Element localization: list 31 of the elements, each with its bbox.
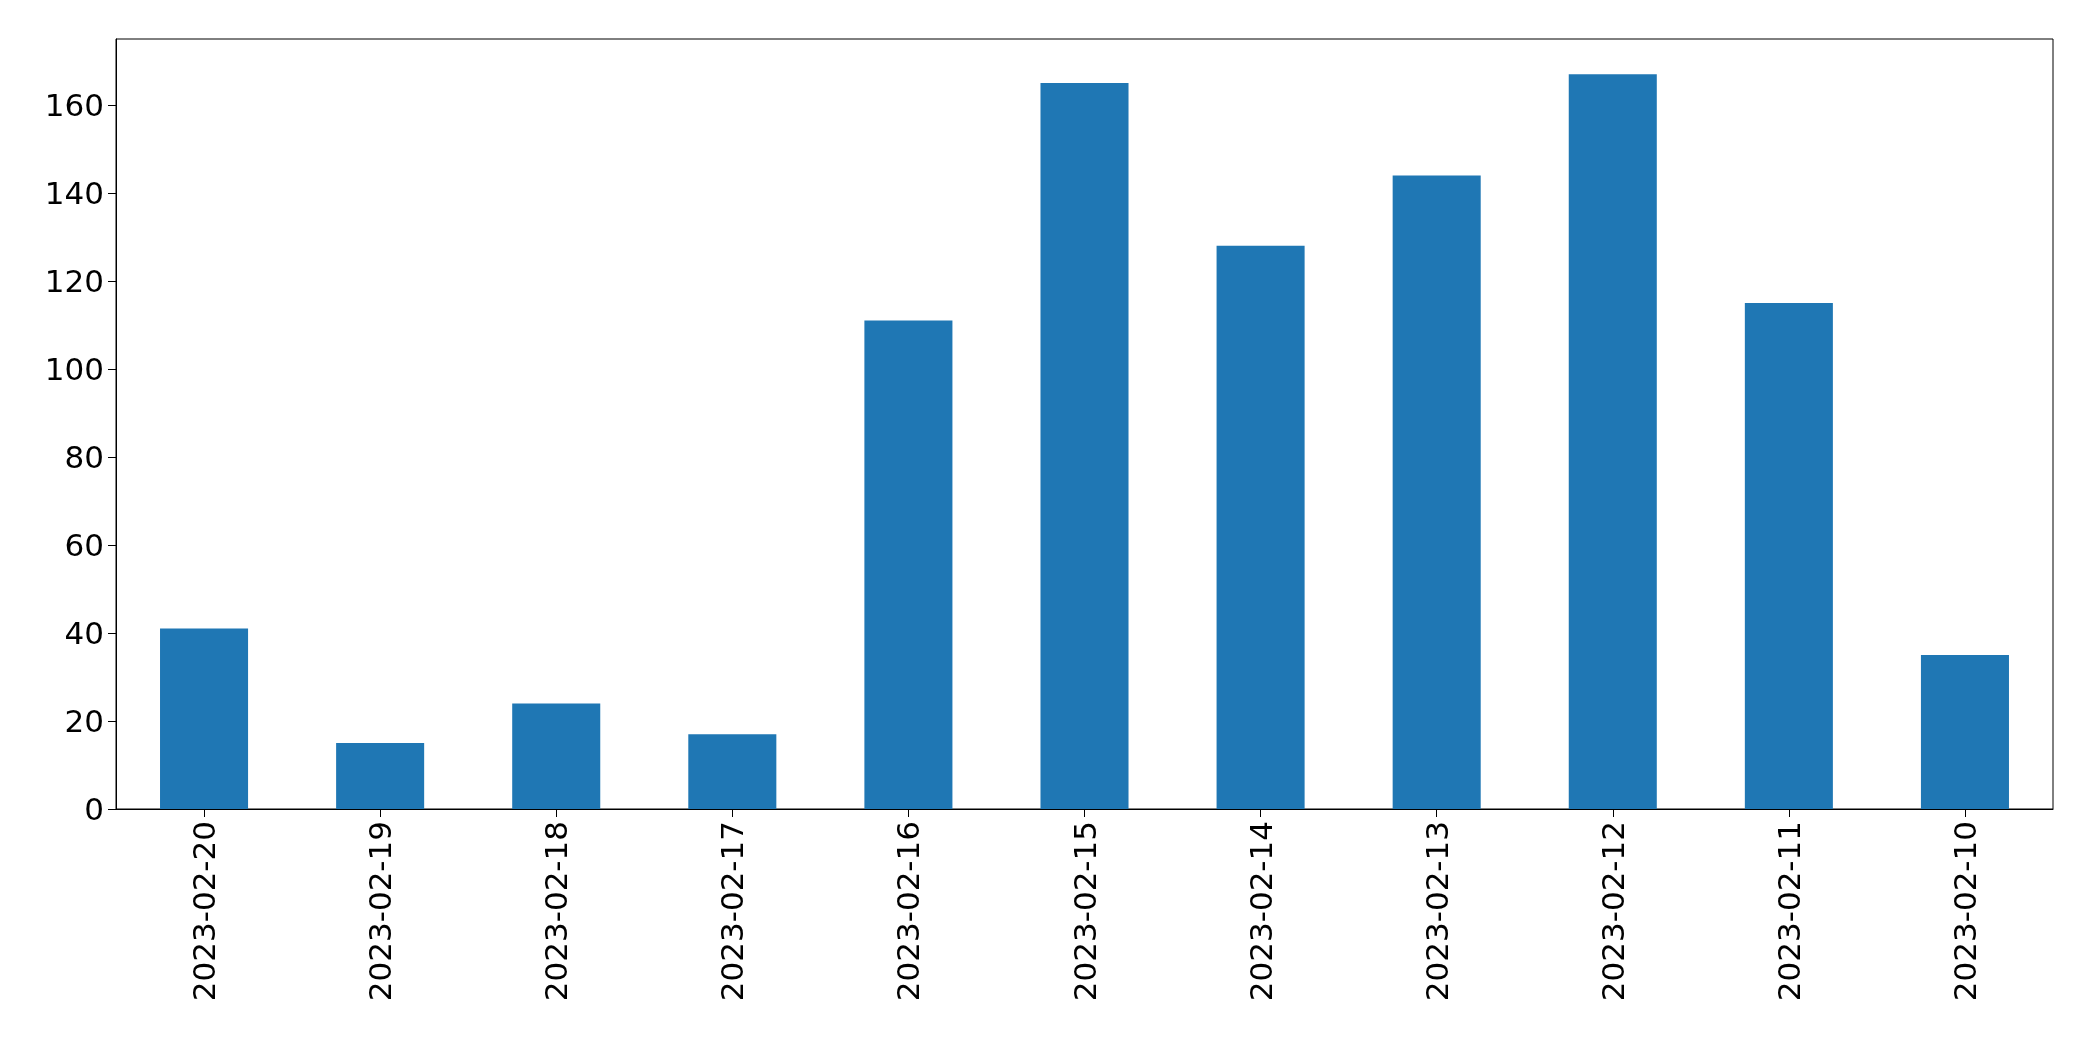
y-tick-label: 140 bbox=[44, 175, 104, 211]
bar bbox=[1392, 175, 1481, 809]
x-tick-label: 2023-02-17 bbox=[714, 821, 751, 1002]
y-tick-label: 100 bbox=[44, 351, 104, 387]
x-tick-label: 2023-02-13 bbox=[1418, 821, 1455, 1002]
x-tick-label: 2023-02-10 bbox=[1946, 821, 1983, 1002]
y-tick-label: 20 bbox=[64, 703, 104, 739]
x-tick-label: 2023-02-14 bbox=[1242, 821, 1279, 1002]
bar bbox=[1920, 655, 2009, 809]
y-tick-label: 40 bbox=[64, 615, 104, 651]
bar bbox=[864, 320, 953, 809]
x-tick-label: 2023-02-15 bbox=[1066, 821, 1103, 1002]
bar bbox=[512, 703, 601, 809]
bar bbox=[1568, 74, 1657, 809]
bar bbox=[688, 734, 777, 809]
x-tick-label: 2023-02-20 bbox=[186, 821, 223, 1002]
bar bbox=[1216, 245, 1305, 809]
x-tick-label: 2023-02-11 bbox=[1770, 821, 1807, 1002]
bar bbox=[1040, 83, 1129, 809]
bar bbox=[336, 743, 425, 809]
x-tick-label: 2023-02-19 bbox=[362, 821, 399, 1002]
y-tick-label: 80 bbox=[64, 439, 104, 475]
x-tick-label: 2023-02-16 bbox=[890, 821, 927, 1002]
bar bbox=[1744, 303, 1833, 809]
bar bbox=[160, 628, 249, 809]
y-tick-label: 60 bbox=[64, 527, 104, 563]
y-tick-label: 160 bbox=[44, 87, 104, 123]
y-tick-label: 120 bbox=[44, 263, 104, 299]
x-tick-label: 2023-02-12 bbox=[1594, 821, 1631, 1002]
x-tick-label: 2023-02-18 bbox=[538, 821, 575, 1002]
y-tick-label: 0 bbox=[84, 791, 104, 827]
